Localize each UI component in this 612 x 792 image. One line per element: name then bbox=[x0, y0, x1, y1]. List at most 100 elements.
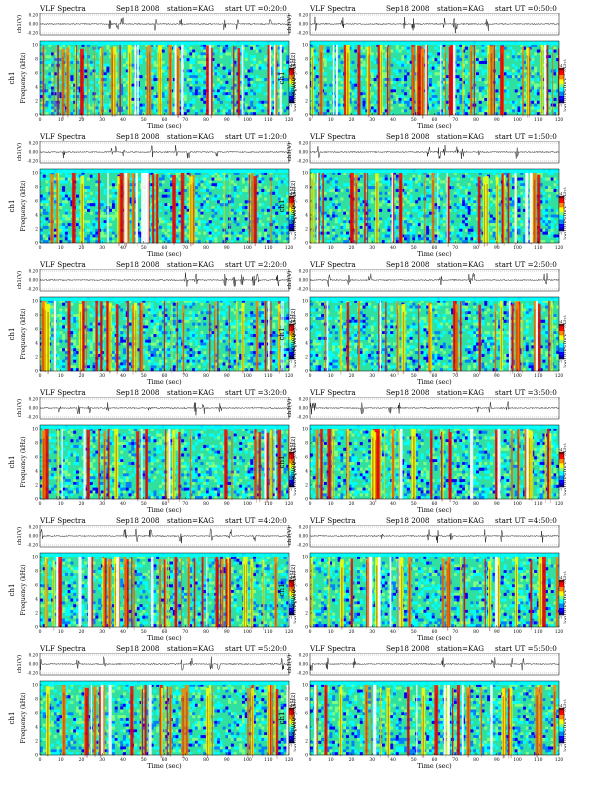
spectrogram-cell bbox=[365, 211, 369, 215]
spectrogram-cell bbox=[354, 100, 358, 104]
spectrogram-cell bbox=[183, 78, 187, 82]
spectrogram-cell bbox=[206, 188, 209, 192]
spectrogram-cell bbox=[75, 95, 79, 99]
colorbar-segment bbox=[559, 95, 564, 97]
x-tick-label: 40 bbox=[120, 245, 126, 251]
spectrogram-cell bbox=[459, 197, 463, 201]
spectrogram-cell bbox=[164, 92, 168, 96]
spectrogram-cell bbox=[357, 223, 360, 227]
spectrogram-cell bbox=[150, 60, 154, 64]
spectrogram-cell bbox=[542, 217, 546, 221]
spectrogram-cell bbox=[70, 319, 74, 323]
waveform-tick-label: -0.20 bbox=[297, 31, 308, 36]
spectrogram-cell bbox=[404, 191, 408, 195]
spectrogram-cell bbox=[478, 58, 482, 62]
spectrogram-cell bbox=[451, 231, 455, 235]
spectrogram-cell bbox=[404, 75, 408, 79]
spectrogram-cell bbox=[178, 78, 182, 82]
panel-date: Sep18 2008 bbox=[116, 132, 160, 141]
spectrogram-cell bbox=[326, 228, 330, 232]
spectrogram-cell bbox=[359, 66, 363, 70]
spectrogram-cell bbox=[233, 217, 237, 221]
spectrogram-cell bbox=[64, 225, 68, 229]
spectrogram-cell bbox=[103, 66, 107, 70]
spectrogram-cell bbox=[406, 191, 410, 195]
spectrogram-cell bbox=[59, 92, 63, 96]
spectrogram-cell bbox=[217, 83, 221, 87]
x-tick-label: 90 bbox=[224, 245, 230, 251]
spectrogram-cell bbox=[153, 97, 157, 101]
spectrogram-cell bbox=[431, 83, 435, 87]
spectrogram-cell bbox=[192, 80, 196, 84]
spectrogram-cell bbox=[203, 197, 207, 201]
spectrogram-cell bbox=[244, 186, 248, 190]
spectrogram-cell bbox=[53, 228, 57, 232]
spectrogram-cell bbox=[125, 92, 129, 96]
spectrogram-cell bbox=[48, 89, 52, 93]
spectrogram-cell bbox=[111, 180, 115, 184]
spectrogram-cell bbox=[547, 206, 551, 210]
spectrogram-cell bbox=[456, 203, 460, 207]
spectrogram-cell bbox=[214, 66, 218, 70]
spectrogram-cell bbox=[318, 186, 322, 190]
spectrogram-cell bbox=[172, 46, 176, 50]
spectrogram-cell bbox=[228, 97, 232, 101]
spectrogram-cell bbox=[200, 214, 204, 218]
spectrogram-cell bbox=[351, 78, 355, 82]
sferic-streak bbox=[80, 175, 84, 243]
spectrogram-cell bbox=[98, 314, 102, 318]
spectrogram-cell bbox=[59, 331, 63, 335]
spectrogram-cell bbox=[194, 80, 198, 84]
spectrogram-cell bbox=[120, 112, 124, 116]
spectrogram-cell bbox=[442, 92, 446, 96]
colorbar-segment bbox=[559, 197, 564, 199]
spectrogram-cell bbox=[393, 200, 396, 204]
spectrogram-cell bbox=[357, 211, 360, 215]
spectrogram-cell bbox=[409, 231, 413, 235]
spectrogram-cell bbox=[467, 203, 471, 207]
colorbar-segment bbox=[559, 222, 564, 224]
spectrogram-cell bbox=[440, 80, 443, 84]
sferic-core bbox=[62, 56, 64, 119]
waveform-tick-label: 0.00 bbox=[299, 22, 309, 27]
spectrogram-cell bbox=[401, 237, 405, 241]
spectrogram-cell bbox=[553, 220, 557, 224]
spectrogram-cell bbox=[214, 109, 218, 113]
spectrogram-cell bbox=[373, 95, 377, 99]
spectrogram-cell bbox=[315, 86, 319, 90]
spectrogram-cell bbox=[343, 211, 347, 215]
spectrogram-cell bbox=[423, 100, 427, 104]
spectrogram-cell bbox=[406, 97, 410, 101]
sferic-core bbox=[57, 179, 59, 242]
spectrogram-cell bbox=[203, 177, 207, 181]
colorbar-segment bbox=[559, 215, 564, 217]
spectrogram-cell bbox=[393, 223, 396, 227]
spectrogram-cell bbox=[437, 171, 441, 175]
spectrogram-cell bbox=[139, 103, 143, 107]
spectrogram-cell bbox=[498, 234, 502, 238]
spectrogram-cell bbox=[495, 80, 499, 84]
spectrogram-cell bbox=[503, 112, 507, 116]
spectrogram-cell bbox=[62, 336, 66, 340]
spectrogram-cell bbox=[128, 177, 132, 181]
spectrogram-cell bbox=[233, 60, 237, 64]
spectrogram-cell bbox=[59, 171, 63, 175]
spectrogram-cell bbox=[536, 78, 540, 82]
spectrogram-cell bbox=[64, 171, 68, 175]
spectrogram-cell bbox=[437, 225, 441, 229]
spectrogram-cell bbox=[42, 194, 46, 198]
sferic-streak bbox=[237, 48, 241, 116]
spectrogram-cell bbox=[233, 80, 237, 84]
spectrogram-cell bbox=[332, 188, 336, 192]
colorbar-segment bbox=[289, 196, 294, 198]
spectrogram-cell bbox=[423, 49, 427, 53]
panel-station: station=KAG bbox=[167, 132, 215, 141]
spectrogram-cell bbox=[48, 43, 52, 47]
sferic-core bbox=[67, 55, 69, 118]
spectrogram-cell bbox=[520, 186, 524, 190]
y-axis-label: Frequency (kHz) bbox=[290, 52, 297, 103]
spectrogram-cell bbox=[244, 174, 248, 178]
spectrogram-cell bbox=[406, 55, 410, 59]
spectrogram-cell bbox=[470, 206, 474, 210]
spectrogram-cell bbox=[393, 228, 396, 232]
